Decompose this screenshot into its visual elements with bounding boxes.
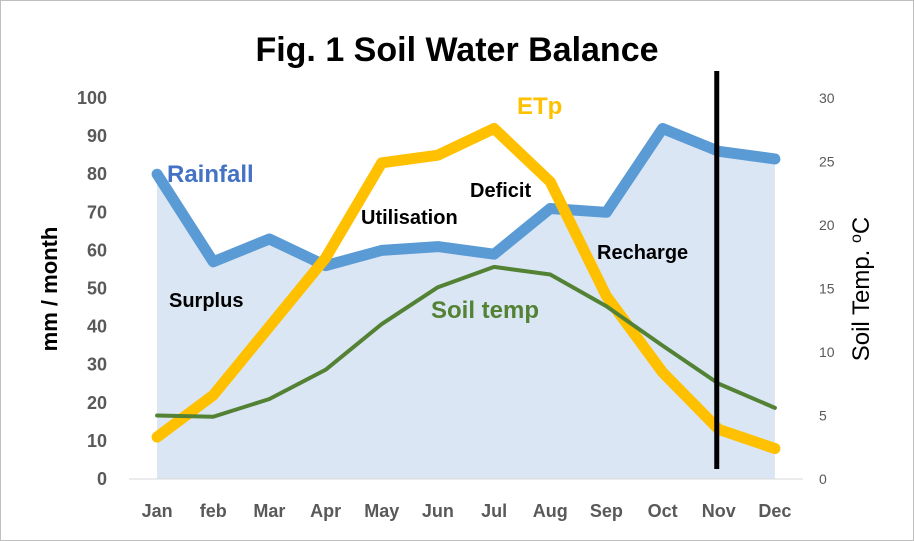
y2-tick-label: 10 xyxy=(819,344,835,360)
x-tick-label: Jan xyxy=(142,501,173,521)
rainfall-point xyxy=(156,173,158,175)
x-tick-label: Oct xyxy=(648,501,678,521)
etp-point xyxy=(156,436,158,438)
soil-temp-point xyxy=(156,415,158,416)
rainfall-shaded-area xyxy=(157,128,775,479)
y-tick-label: 90 xyxy=(87,126,107,146)
y-tick-label: 0 xyxy=(97,469,107,489)
soil-temp-point xyxy=(774,407,776,409)
x-tick-label: Apr xyxy=(310,501,341,521)
y-tick-label: 30 xyxy=(87,355,107,375)
y2-axis-label-text: Soil Temp. xyxy=(848,243,875,361)
rainfall-point xyxy=(549,207,551,209)
etp-point xyxy=(605,295,607,297)
etp-point xyxy=(493,127,495,129)
etp-point xyxy=(212,394,214,396)
degree-symbol: o xyxy=(848,234,865,243)
y-tick-label: 10 xyxy=(87,431,107,451)
etp-point xyxy=(325,257,327,259)
y2-tick-label: 20 xyxy=(819,217,835,233)
x-tick-label: May xyxy=(364,501,399,521)
soil-temp-point xyxy=(268,398,270,400)
etp-point xyxy=(437,154,439,156)
soil-temp-point xyxy=(437,286,439,288)
x-tick-label: Jun xyxy=(422,501,454,521)
rainfall-line xyxy=(151,122,781,272)
rainfall-point xyxy=(437,246,439,248)
x-tick-label: feb xyxy=(200,501,227,521)
chart-title: Fig. 1 Soil Water Balance xyxy=(255,31,658,69)
x-tick-label: Sep xyxy=(590,501,623,521)
y2-tick-label: 5 xyxy=(819,408,827,424)
rainfall-point xyxy=(268,238,270,240)
soil-temp-point xyxy=(662,345,664,347)
soil-temp-point xyxy=(212,416,214,418)
axes-layer: 0 10 20 30 40 50 60 70 80 90 100 0 5 10 15 20 25 30 Jan feb… xyxy=(77,88,835,521)
y-tick-label: 80 xyxy=(87,164,107,184)
y-tick-label: 20 xyxy=(87,393,107,413)
x-tick-label: Nov xyxy=(702,501,736,521)
y-tick-label: 50 xyxy=(87,279,107,299)
etp-point xyxy=(774,448,776,450)
soil-temp-point xyxy=(381,323,383,325)
y-tick-label: 70 xyxy=(87,202,107,222)
x-tick-label: Jul xyxy=(481,501,507,521)
rainfall-point xyxy=(212,261,214,263)
y2-axis-label: Soil Temp. oC xyxy=(848,217,875,362)
annotation-recharge: Recharge xyxy=(597,242,688,264)
rainfall-point xyxy=(605,211,607,213)
y-tick-label: 100 xyxy=(77,88,107,108)
etp-label: ETp xyxy=(517,93,562,120)
annotation-utilisation: Utilisation xyxy=(361,207,458,229)
etp-point xyxy=(549,181,551,183)
y-axis-label: mm / month xyxy=(37,227,62,352)
y-tick-label: 60 xyxy=(87,240,107,260)
y-tick-label: 40 xyxy=(87,317,107,337)
annotation-deficit: Deficit xyxy=(470,180,531,202)
etp-point xyxy=(268,326,270,328)
annotation-surplus: Surplus xyxy=(169,290,243,312)
x-tick-label: Aug xyxy=(533,501,568,521)
soil-temp-point xyxy=(549,274,551,276)
etp-point xyxy=(662,371,664,373)
y2-tick-label: 0 xyxy=(819,471,827,487)
soil-temp-point xyxy=(493,266,495,268)
y2-tick-label: 15 xyxy=(819,281,835,297)
y2-axis-label-unit: C xyxy=(848,217,875,234)
etp-point xyxy=(381,162,383,164)
soil-temp-point xyxy=(325,369,327,371)
soil-temp-line xyxy=(155,264,777,419)
y2-tick-label: 30 xyxy=(819,90,835,106)
x-tick-label: Mar xyxy=(253,501,285,521)
rainfall-point xyxy=(493,253,495,255)
rainfall-point xyxy=(774,158,776,160)
x-tick-label: Dec xyxy=(758,501,791,521)
rainfall-point xyxy=(662,127,664,129)
shaded-area-layer xyxy=(157,128,775,479)
etp-line xyxy=(151,122,781,455)
series-layer xyxy=(151,122,781,455)
y2-tick-label: 25 xyxy=(819,154,835,170)
rainfall-label: Rainfall xyxy=(167,161,254,188)
soil-temp-point xyxy=(605,305,607,307)
rainfall-point xyxy=(381,249,383,251)
soil-temp-label: Soil temp xyxy=(431,297,539,324)
